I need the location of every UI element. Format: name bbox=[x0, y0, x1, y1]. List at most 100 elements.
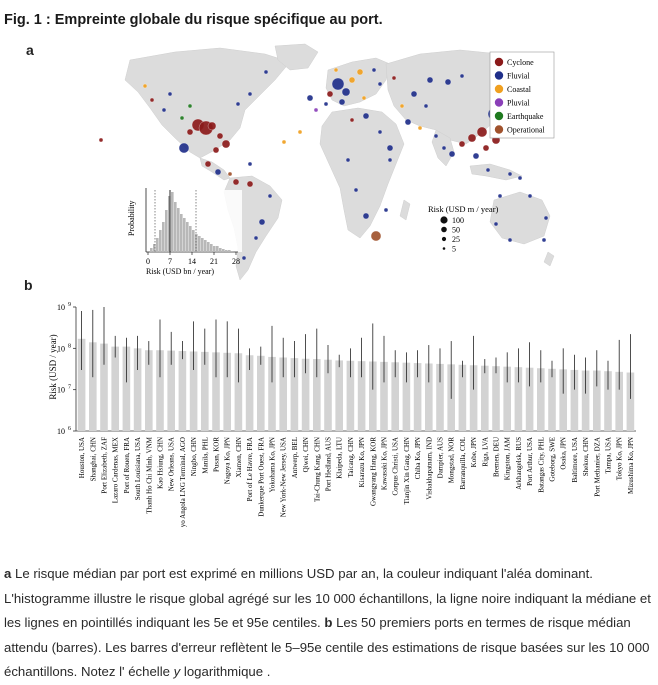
size-legend-label-25: 25 bbox=[452, 235, 460, 244]
port-marker bbox=[263, 69, 269, 75]
x-tick-label: Qiwei, CHN bbox=[302, 437, 310, 472]
bar bbox=[402, 362, 411, 431]
x-tick-label: Barranquilla, COL bbox=[459, 437, 467, 490]
port-marker bbox=[313, 107, 319, 113]
bar bbox=[144, 350, 153, 431]
new-zealand-shape bbox=[543, 251, 555, 267]
port-marker bbox=[333, 67, 339, 73]
port-marker bbox=[267, 193, 273, 199]
x-tick-label: Dunkerque Port Ouest, FRA bbox=[257, 437, 265, 517]
b-error-bars bbox=[81, 307, 631, 399]
bar bbox=[178, 351, 187, 431]
x-tick-label: Xiamen, CHN bbox=[235, 437, 243, 477]
inset-bar bbox=[165, 210, 168, 252]
size-legend-dot-50 bbox=[441, 226, 447, 233]
b-ytick-label: 10 bbox=[57, 427, 65, 436]
port-marker bbox=[241, 255, 247, 261]
port-marker bbox=[410, 90, 418, 98]
x-tick-label: Tampa, USA bbox=[605, 437, 613, 473]
inset-bar bbox=[204, 240, 207, 252]
legend-label-operational: Operational bbox=[507, 126, 546, 135]
x-tick-label: Arkhangelsk, RUS bbox=[515, 437, 523, 490]
port-marker bbox=[377, 129, 383, 135]
bar bbox=[413, 363, 422, 431]
central-america-shape bbox=[199, 157, 231, 181]
x-tick-label: Taicang, CHN bbox=[347, 437, 355, 477]
inset-bar bbox=[159, 230, 162, 252]
port-marker bbox=[541, 237, 547, 243]
port-marker bbox=[247, 91, 253, 97]
bar bbox=[111, 346, 120, 431]
bar bbox=[581, 370, 590, 431]
bar bbox=[301, 358, 310, 431]
port-marker bbox=[371, 67, 377, 73]
bar bbox=[492, 366, 500, 431]
port-marker bbox=[459, 73, 465, 79]
inset-bars bbox=[150, 192, 234, 252]
port-marker bbox=[417, 125, 423, 131]
x-tick-label: Thanh Ho Chi Minh, VNM bbox=[145, 436, 153, 513]
caption-b-end: logarithmique . bbox=[180, 664, 271, 679]
bar bbox=[391, 362, 400, 431]
legend-swatch-pluvial bbox=[494, 98, 504, 107]
x-tick-label: Tai-Chung Kang, CHN bbox=[313, 437, 321, 502]
x-tick-label: Chiba Ko, JPN bbox=[414, 437, 422, 479]
b-ytick-label: 10 bbox=[57, 386, 65, 395]
x-tick-label: Kao Hsiung, CHN bbox=[157, 437, 165, 489]
bar bbox=[480, 365, 489, 431]
port-marker bbox=[323, 101, 329, 107]
caption-b-text: Les 50 premiers ports en termes de risqu… bbox=[4, 615, 650, 679]
port-marker bbox=[527, 193, 533, 199]
x-tick-label: New York-New Jersey, USA bbox=[280, 437, 288, 517]
port-marker bbox=[258, 218, 266, 226]
x-tick-label: Port of Le Havre, FRA bbox=[246, 437, 254, 501]
figure-caption: a Le risque médian par port est exprimé … bbox=[4, 562, 654, 685]
x-tick-label: Pusan, KOR bbox=[213, 437, 221, 472]
bar bbox=[604, 371, 612, 431]
port-marker bbox=[186, 128, 194, 136]
legend-label-pluvial: Pluvial bbox=[507, 99, 530, 108]
bar bbox=[223, 352, 232, 431]
greenland-shape bbox=[274, 43, 319, 71]
port-marker bbox=[441, 145, 447, 151]
b-bars bbox=[77, 338, 635, 431]
bar bbox=[245, 355, 254, 431]
inset-bar bbox=[150, 248, 153, 252]
port-marker bbox=[353, 187, 359, 193]
x-tick-label: New Orleans, USA bbox=[168, 437, 176, 491]
x-tick-label: Port of Rouen, FRA bbox=[123, 437, 131, 493]
port-marker bbox=[485, 167, 491, 173]
port-marker bbox=[433, 133, 439, 139]
bar bbox=[312, 359, 321, 431]
port-marker bbox=[232, 178, 240, 186]
inset-bar bbox=[222, 249, 225, 252]
port-marker bbox=[467, 133, 477, 143]
x-tick-label: Dampier, AUS bbox=[437, 437, 445, 478]
port-marker bbox=[281, 139, 287, 145]
inset-bar bbox=[207, 242, 210, 252]
bar bbox=[167, 350, 176, 431]
bar bbox=[570, 369, 579, 431]
port-marker bbox=[472, 152, 480, 160]
port-marker bbox=[458, 140, 466, 148]
port-marker bbox=[204, 160, 212, 168]
port-marker bbox=[493, 221, 499, 227]
port-marker bbox=[517, 175, 523, 181]
x-tick-label: Kobe, JPN bbox=[470, 437, 478, 467]
inset-bar bbox=[186, 222, 189, 252]
port-marker bbox=[482, 144, 490, 152]
x-tick-label: South Louisiana, USA bbox=[134, 437, 142, 500]
legend-swatch-coastal bbox=[494, 84, 504, 94]
x-tick-label: Gwangyang Hang, KOR bbox=[369, 437, 377, 506]
bar bbox=[424, 363, 433, 431]
bar bbox=[380, 361, 388, 431]
port-marker bbox=[253, 235, 259, 241]
inset-ylabel: Probability bbox=[127, 200, 136, 236]
bar bbox=[324, 359, 332, 431]
inset-histogram: Probability 0 7 14 21 28 Risk (USD bn / year… bbox=[127, 188, 242, 276]
inset-bar bbox=[180, 214, 183, 252]
bar bbox=[514, 367, 523, 431]
x-tick-label: Kisarazu Ko, JPN bbox=[358, 437, 366, 487]
bar bbox=[559, 369, 568, 431]
